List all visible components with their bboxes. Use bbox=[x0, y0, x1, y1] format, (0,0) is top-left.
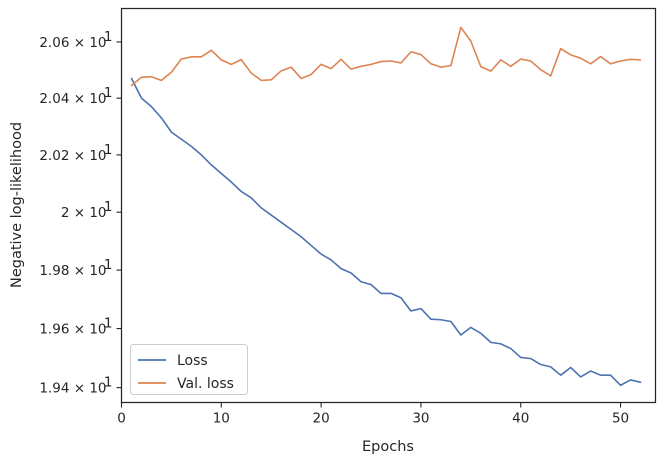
y-tick-label: 12.04 × 10 bbox=[39, 85, 112, 107]
legend-label-val-loss: Val. loss bbox=[177, 376, 234, 392]
y-tick-times-sign: × bbox=[69, 35, 89, 51]
y-tick-base: 10 bbox=[89, 205, 106, 221]
legend-label-loss: Loss bbox=[177, 353, 208, 369]
legend-box bbox=[130, 344, 248, 395]
y-tick-times-sign: × bbox=[69, 381, 89, 397]
y-tick-label: 12.06 × 10 bbox=[39, 29, 112, 51]
y-tick-times-sign: × bbox=[69, 205, 89, 221]
y-tick-label: 12.02 × 10 bbox=[39, 142, 112, 164]
y-tick-exponent: 1 bbox=[104, 316, 113, 332]
y-tick-mantissa: 2 bbox=[61, 205, 70, 221]
y-tick-value: 2.02 × 10 bbox=[39, 148, 106, 164]
y-tick-value: 2.06 × 10 bbox=[39, 35, 106, 51]
y-tick-base: 10 bbox=[89, 322, 106, 338]
plot-frame bbox=[120, 7, 657, 404]
x-tick-label: 0 bbox=[117, 411, 126, 427]
y-tick-times-sign: × bbox=[69, 322, 89, 338]
y-axis-label: Negative log-likelihood bbox=[9, 122, 25, 288]
y-tick-mantissa: 2.02 bbox=[39, 148, 69, 164]
y-tick-mantissa: 1.94 bbox=[39, 381, 69, 397]
y-tick-times-sign: × bbox=[69, 263, 89, 279]
series-line-val-loss bbox=[130, 26, 642, 87]
y-tick-exponent: 1 bbox=[104, 29, 113, 45]
y-tick-exponent: 1 bbox=[104, 257, 113, 273]
y-tick-base: 10 bbox=[89, 148, 106, 164]
y-tick-mantissa: 2.06 bbox=[39, 35, 69, 51]
y-tick-exponent: 1 bbox=[104, 199, 113, 215]
y-tick-label: 11.98 × 10 bbox=[39, 257, 112, 279]
y-tick-base: 10 bbox=[89, 35, 106, 51]
y-tick-value: 2.04 × 10 bbox=[39, 91, 106, 107]
y-tick-base: 10 bbox=[89, 381, 106, 397]
series-line-loss bbox=[130, 77, 642, 387]
y-tick-exponent: 1 bbox=[104, 142, 113, 158]
y-tick-base: 10 bbox=[89, 263, 106, 279]
y-tick-value: 1.98 × 10 bbox=[39, 263, 106, 279]
x-tick-label: 20 bbox=[313, 411, 330, 427]
x-tick-label: 30 bbox=[412, 411, 429, 427]
y-tick-exponent: 1 bbox=[104, 375, 113, 391]
x-tick-label: 40 bbox=[512, 411, 529, 427]
y-tick-value: 1.94 × 10 bbox=[39, 381, 106, 397]
y-tick-value: 1.96 × 10 bbox=[39, 322, 106, 338]
y-tick-mantissa: 1.96 bbox=[39, 322, 69, 338]
x-tick-label: 10 bbox=[213, 411, 230, 427]
y-tick-value: 2 × 10 bbox=[61, 205, 107, 221]
y-tick-label: 12 × 10 bbox=[61, 199, 113, 221]
x-tick-label: 50 bbox=[612, 411, 629, 427]
y-tick-label: 11.96 × 10 bbox=[39, 316, 112, 338]
y-tick-times-sign: × bbox=[69, 91, 89, 107]
y-tick-mantissa: 1.98 bbox=[39, 263, 69, 279]
legend: Loss Val. loss bbox=[130, 344, 248, 395]
y-tick-base: 10 bbox=[89, 91, 106, 107]
y-tick-exponent: 1 bbox=[104, 85, 113, 101]
y-tick-mantissa: 2.04 bbox=[39, 91, 69, 107]
x-axis-label: Epochs bbox=[362, 439, 414, 455]
y-tick-label: 11.94 × 10 bbox=[39, 375, 112, 397]
y-tick-times-sign: × bbox=[69, 148, 89, 164]
